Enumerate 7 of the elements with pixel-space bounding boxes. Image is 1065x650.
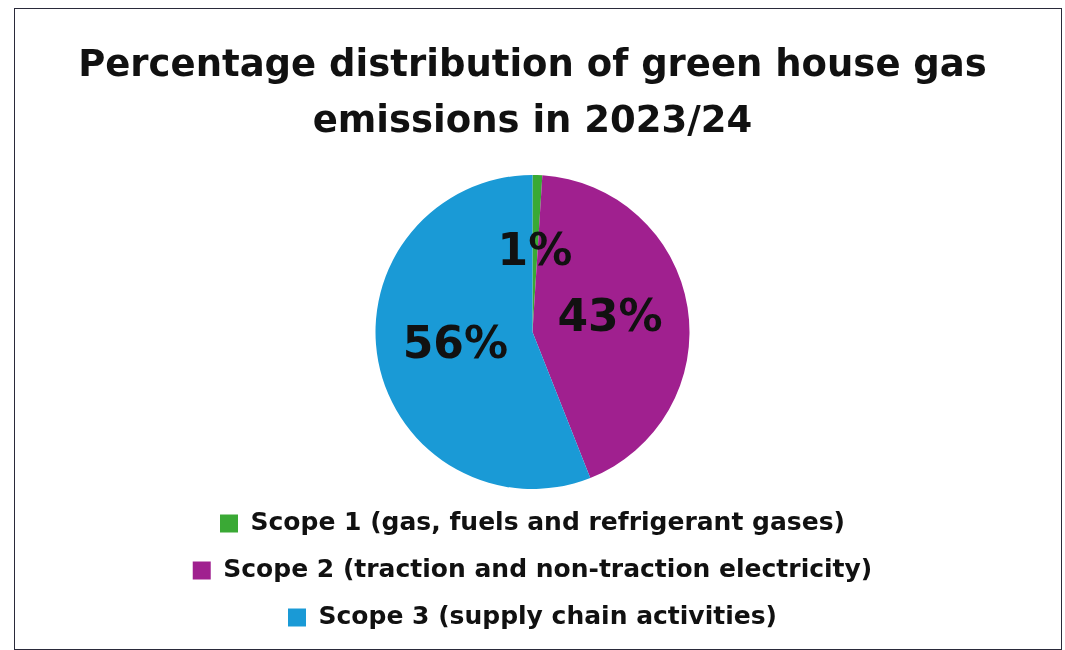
data-label: 1% — [497, 223, 573, 275]
data-label: 43% — [557, 290, 663, 342]
legend-label: Scope 3 (supply chain activities) — [318, 601, 778, 630]
legend-label: Scope 2 (traction and non-traction electricity) — [223, 554, 873, 583]
data-label: 56% — [402, 317, 509, 369]
chart-title: Percentage distribution of green house gas emissions in 2023/24 — [77, 41, 988, 143]
legend-label: Scope 1 (gas, fuels and refrigerant gases) — [250, 507, 845, 536]
